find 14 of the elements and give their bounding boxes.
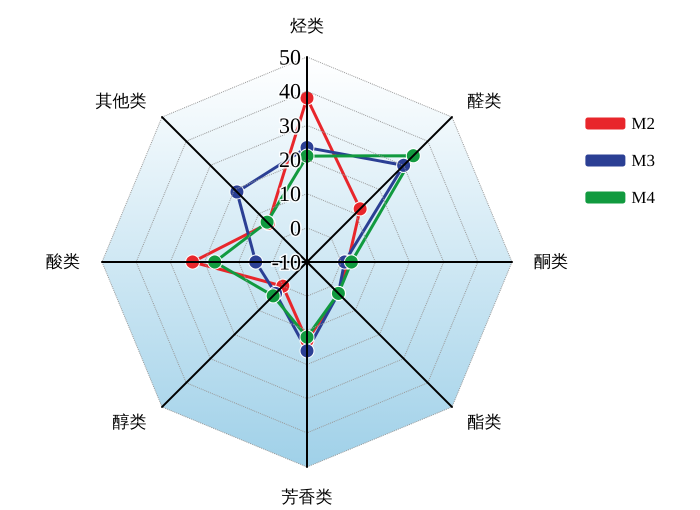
spoke-label: 烃类 [290, 16, 324, 36]
legend-label: M3 [631, 151, 656, 170]
spoke-label: 其他类 [95, 91, 146, 112]
legend-label: M4 [631, 188, 656, 207]
spoke-label: 酯类 [468, 412, 502, 433]
legend-label: M2 [631, 114, 656, 133]
spoke-label: 芳香类 [282, 488, 332, 508]
spoke-label: 醇类 [112, 412, 146, 433]
spoke-label: 酮类 [534, 252, 568, 272]
y-tick-label: 40 [279, 78, 301, 104]
y-tick-label: 50 [279, 44, 301, 70]
y-tick-label: 0 [290, 215, 301, 240]
spoke-label: 酸类 [46, 252, 80, 272]
spoke-label: 醛类 [468, 91, 502, 112]
